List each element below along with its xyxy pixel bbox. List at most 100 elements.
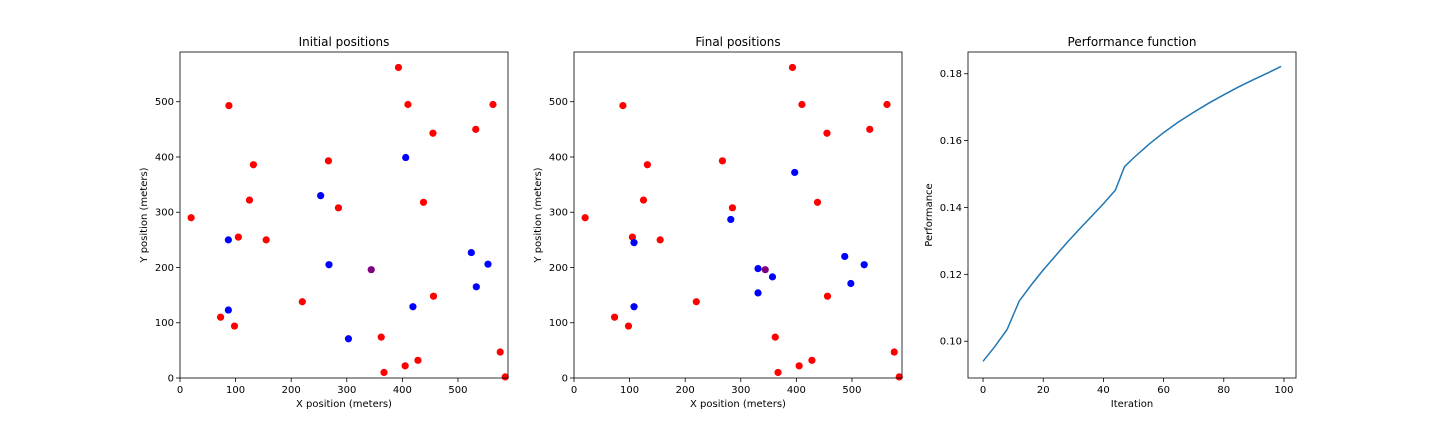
data-point [262, 236, 270, 244]
plot-marks [187, 63, 509, 381]
data-point [847, 279, 855, 288]
data-point [344, 335, 353, 343]
y-tick-label: 200 [549, 263, 568, 274]
x-tick-label: 100 [226, 385, 245, 396]
axis-ticks: 0 20 40 60 80 100 0.10 0.12 0.14 0.16 0.18 [940, 69, 1294, 396]
chart-title: Performance function [1068, 35, 1197, 49]
data-point [187, 214, 195, 222]
data-point [754, 289, 762, 297]
data-point [619, 101, 627, 110]
data-point [234, 233, 242, 241]
y-tick-label: 0 [168, 374, 174, 385]
x-tick-label: 400 [787, 385, 806, 396]
plot-frame [179, 51, 509, 379]
data-point [774, 368, 782, 377]
data-point [808, 356, 816, 364]
data-point [224, 236, 232, 244]
y-tick-label: 0.12 [940, 270, 962, 281]
data-point [727, 215, 735, 224]
x-tick-label: 0 [980, 385, 986, 396]
data-point [377, 333, 385, 341]
data-point [692, 298, 700, 306]
data-point [401, 362, 409, 370]
data-point [643, 161, 651, 169]
data-point [317, 192, 325, 200]
data-point [630, 239, 638, 247]
data-point [841, 252, 849, 261]
axis-ticks: 0 100 200 300 400 500 0 100 200 300 400 500 [155, 97, 468, 396]
data-point [324, 157, 333, 165]
y-tick-label: 300 [155, 208, 174, 219]
x-axis-label: Iteration [1111, 399, 1153, 410]
data-point [245, 196, 254, 204]
data-point [489, 100, 497, 109]
data-point [890, 348, 898, 356]
y-tick-label: 500 [549, 97, 568, 108]
data-point [628, 233, 636, 241]
y-tick-label: 100 [549, 318, 568, 329]
data-point [728, 204, 737, 212]
data-point [249, 161, 257, 169]
data-point [472, 125, 480, 133]
data-point [795, 362, 803, 370]
data-point [761, 266, 769, 274]
y-tick-label: 400 [155, 152, 174, 163]
y-axis-label: Y position (meters) [139, 167, 150, 263]
data-point [823, 129, 831, 137]
data-point [414, 356, 422, 364]
data-point [656, 236, 664, 244]
x-axis-label: X position (meters) [296, 399, 392, 410]
data-point [394, 63, 403, 72]
chart-title: Initial positions [299, 35, 390, 49]
data-point [630, 303, 638, 311]
plot-marks [982, 65, 1282, 362]
initial-positions-panel: Initial positions X position (meters) Y … [139, 35, 509, 410]
data-point [402, 153, 410, 162]
data-point [754, 264, 762, 273]
data-point [624, 322, 633, 330]
data-point [581, 214, 589, 222]
final-positions-panel: Final positions X position (meters) Y po… [533, 35, 903, 410]
data-point [230, 322, 239, 330]
data-point [419, 198, 428, 206]
x-tick-label: 60 [1157, 385, 1170, 396]
plot-frame [967, 51, 1297, 379]
x-tick-label: 300 [731, 385, 750, 396]
data-point [216, 313, 225, 321]
data-point [367, 266, 375, 274]
data-point [798, 100, 806, 109]
data-point [823, 292, 832, 300]
plot-frame [573, 51, 903, 379]
data-point [224, 306, 232, 314]
data-point [768, 273, 777, 281]
x-tick-label: 400 [393, 385, 412, 396]
plot-marks [581, 63, 903, 381]
performance-function-panel: Performance function Iteration Performan… [924, 35, 1297, 410]
y-tick-label: 0.14 [940, 203, 962, 214]
data-point [895, 373, 903, 381]
x-tick-label: 200 [676, 385, 695, 396]
x-tick-label: 300 [337, 385, 356, 396]
x-tick-label: 40 [1097, 385, 1110, 396]
axis-ticks: 0 100 200 300 400 500 0 100 200 300 400 500 [549, 97, 862, 396]
x-tick-label: 100 [620, 385, 639, 396]
x-tick-label: 80 [1217, 385, 1230, 396]
chart-title: Final positions [695, 35, 780, 49]
data-point [718, 157, 727, 165]
y-tick-label: 0.18 [940, 69, 962, 80]
y-tick-label: 0 [562, 374, 568, 385]
data-point [501, 373, 509, 381]
data-point [334, 204, 343, 212]
data-point [225, 101, 233, 110]
y-tick-label: 400 [549, 152, 568, 163]
data-point [429, 292, 438, 300]
x-tick-label: 20 [1037, 385, 1050, 396]
data-point [404, 100, 412, 109]
data-point [813, 198, 822, 206]
y-tick-label: 300 [549, 208, 568, 219]
data-point [484, 260, 492, 268]
data-point [791, 168, 799, 177]
data-point [467, 248, 475, 257]
series-line [982, 65, 1282, 362]
